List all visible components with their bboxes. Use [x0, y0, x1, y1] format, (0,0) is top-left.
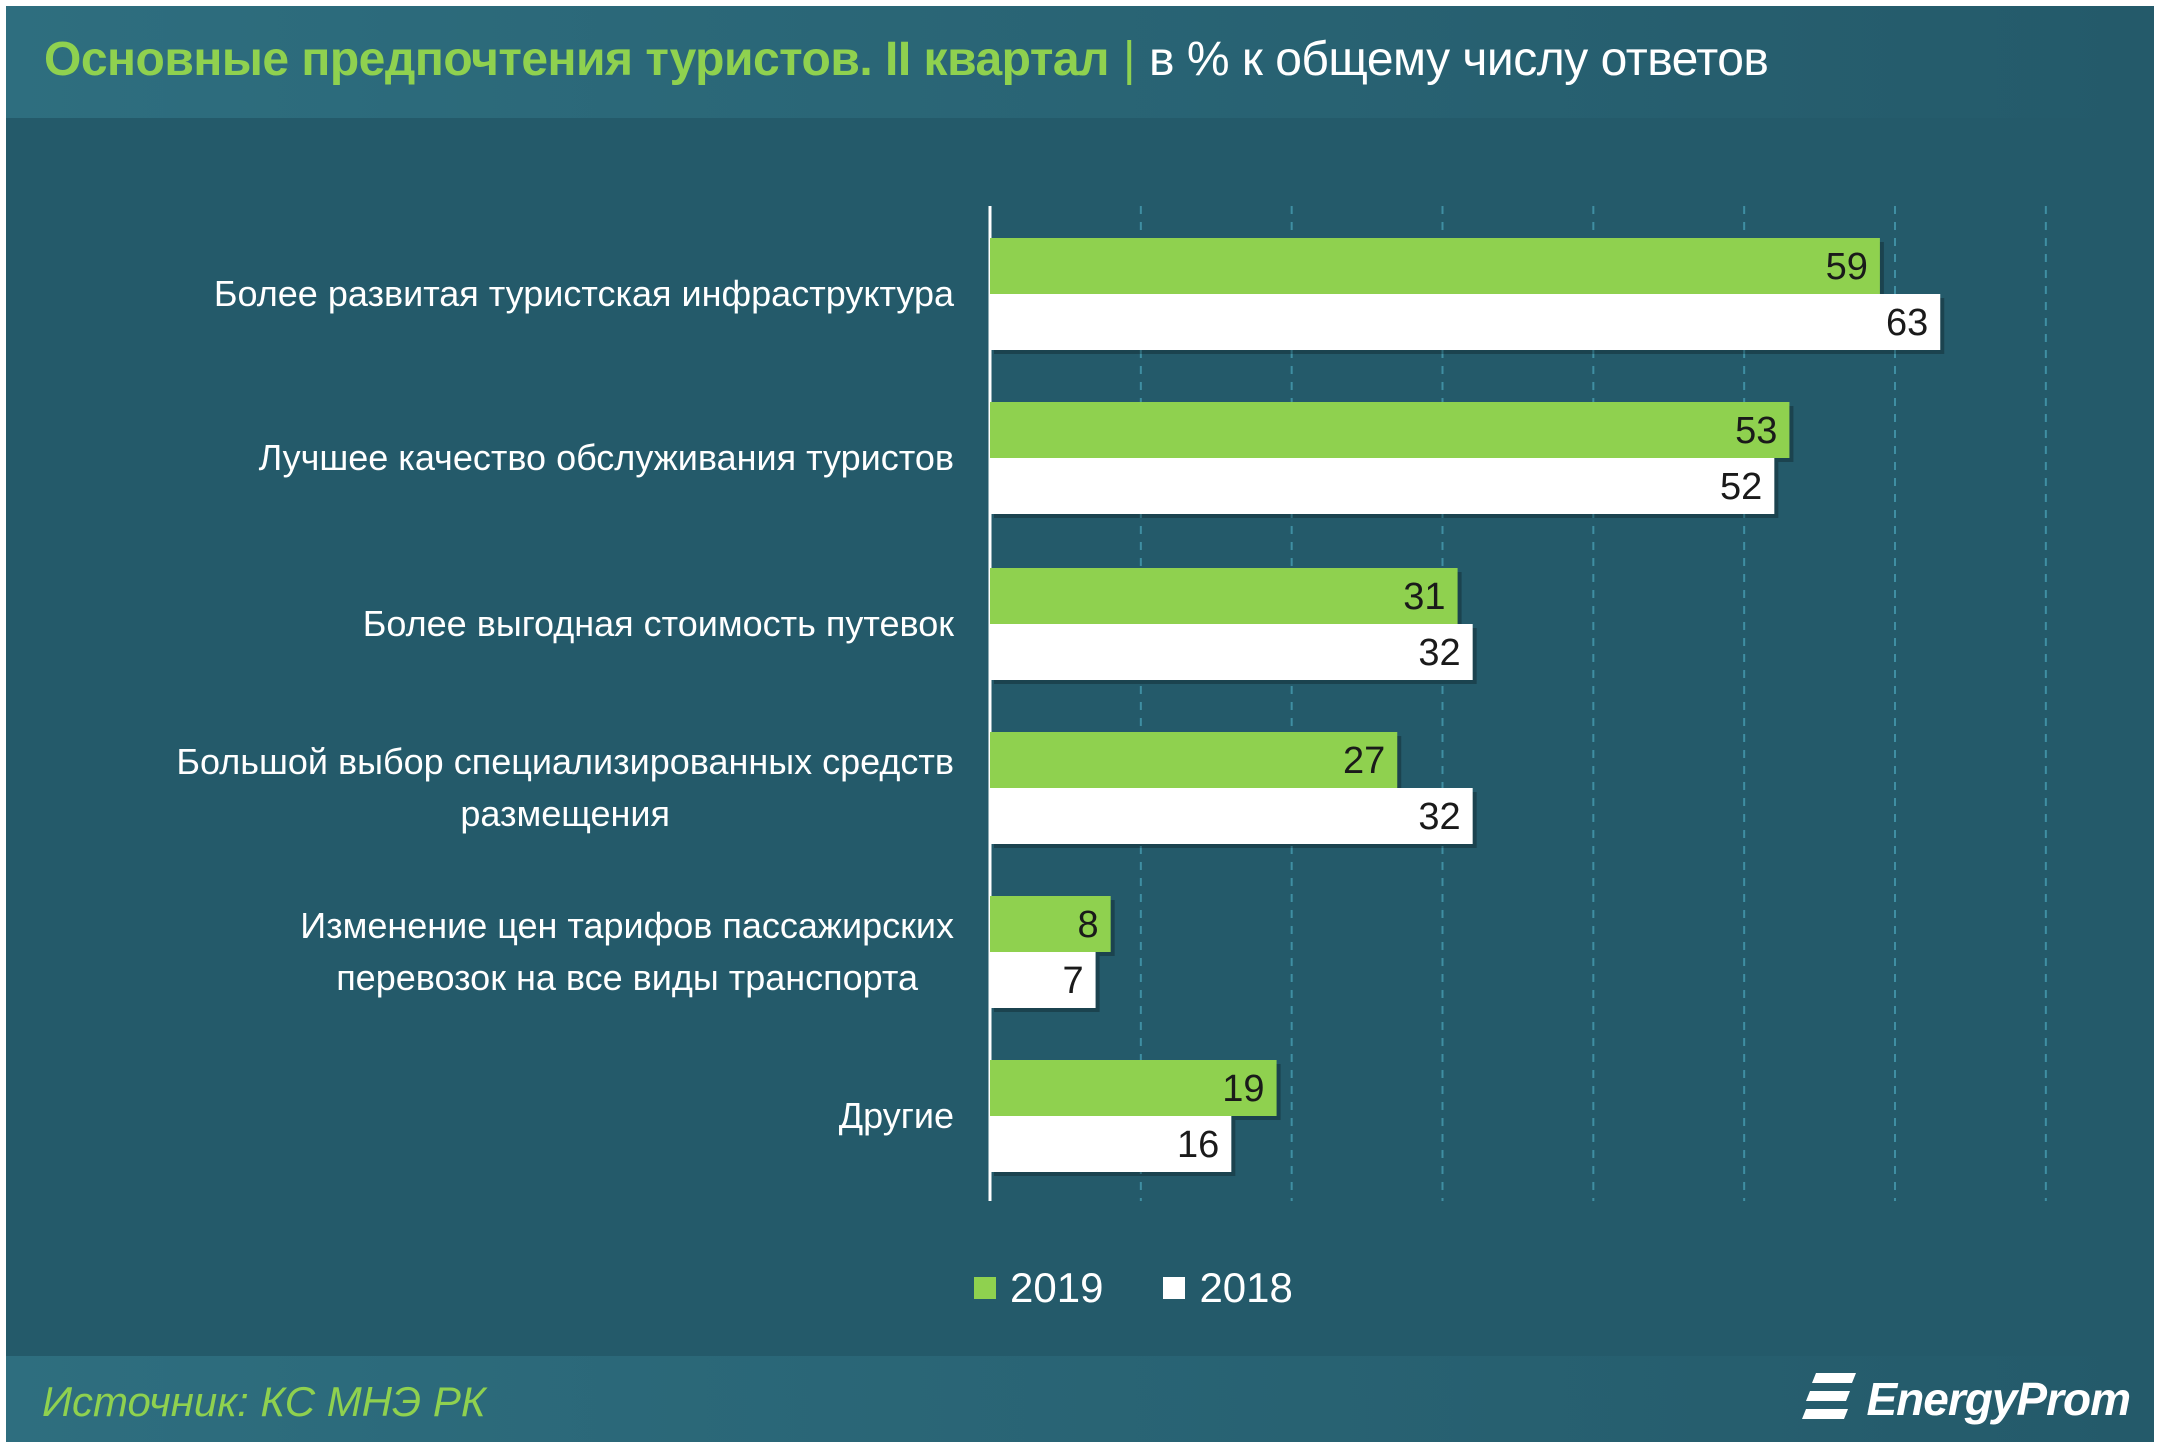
legend-item-2019: 2019: [974, 1264, 1103, 1312]
chart-header: Основные предпочтения туристов. II кварт…: [6, 6, 2154, 118]
bar-2018-4: [990, 952, 1096, 1008]
source-note: Источник: КС МНЭ РК: [42, 1378, 486, 1425]
category-label-4: Изменение цен тарифов пассажирских перево…: [300, 900, 954, 1004]
category-label-2: Более выгодная стоимость путевок: [363, 598, 954, 650]
data-label-2019-0: 59: [1826, 246, 1868, 288]
bar-2019-1: [990, 402, 1790, 458]
bar-2018-1: [990, 458, 1775, 514]
bar-2018-0: [990, 294, 1941, 350]
bar-chart: 59 53 31 27 8 19 63 52 32 32 7 16: [988, 206, 2047, 1201]
bar-2018-5: [990, 1116, 1232, 1172]
data-label-2019-5: 19: [1222, 1068, 1264, 1110]
chart-title: Основные предпочтения туристов. II кварт…: [44, 32, 1769, 87]
bar-2019-4: [990, 896, 1111, 952]
logo-mark-icon: [1802, 1373, 1857, 1419]
title-unit: в % к общему числу ответов: [1149, 33, 1769, 86]
category-label-line: размещения: [460, 793, 671, 834]
bar-2018-3: [990, 788, 1473, 844]
category-label-1: Лучшее качество обслуживания туристов: [259, 432, 954, 484]
legend-label-2019: 2019: [1010, 1264, 1104, 1311]
category-label-line: Лучшее качество обслуживания туристов: [258, 437, 954, 478]
bar-2019-2: [990, 568, 1458, 624]
category-label-line: Более выгодная стоимость путевок: [362, 603, 954, 644]
data-label-2018-4: 7: [1062, 960, 1083, 1002]
data-label-2019-1: 53: [1735, 410, 1777, 452]
legend-label-2018: 2018: [1199, 1264, 1293, 1311]
data-label-2018-2: 32: [1418, 632, 1460, 674]
data-label-2018-0: 63: [1886, 302, 1928, 344]
data-label-2018-5: 16: [1177, 1124, 1219, 1166]
category-label-line: Изменение цен тарифов пассажирских: [300, 905, 954, 946]
category-label-3: Большой выбор специализированных средств…: [176, 736, 954, 840]
legend-swatch-2019: [974, 1277, 996, 1299]
logo-text: EnergyProm: [1866, 1373, 2131, 1425]
category-label-0: Более развитая туристская инфраструктура: [214, 268, 954, 320]
title-main: Основные предпочтения туристов. II кварт…: [44, 33, 1110, 86]
legend-swatch-2018: [1163, 1277, 1186, 1299]
category-label-line: Более развитая туристская инфраструктура: [213, 273, 954, 314]
chart-panel: Основные предпочтения туристов. II кварт…: [6, 6, 2154, 1442]
data-label-2019-3: 27: [1343, 740, 1385, 782]
title-separator: |: [1123, 33, 1135, 86]
category-label-5: Другие: [839, 1090, 954, 1142]
bar-2019-0: [990, 238, 1880, 294]
chart-footer: Источник: КС МНЭ РК EnergyProm: [6, 1356, 2154, 1442]
bar-2018-2: [990, 624, 1473, 680]
bar-2019-5: [990, 1060, 1277, 1116]
legend-item-2018: 2018: [1163, 1264, 1293, 1312]
data-label-2018-3: 32: [1418, 796, 1460, 838]
energyprom-logo: EnergyProm: [1802, 1368, 2131, 1430]
data-label-2019-4: 8: [1078, 904, 1099, 946]
category-label-line: Другие: [838, 1095, 954, 1136]
legend: 2019 2018: [974, 1264, 1353, 1312]
bar-2019-3: [990, 732, 1398, 788]
data-label-2018-1: 52: [1720, 466, 1762, 508]
category-label-line: перевозок на все виды транспорта: [336, 957, 918, 998]
category-label-line: Большой выбор специализированных средств: [176, 741, 954, 782]
data-label-2019-2: 31: [1403, 576, 1445, 618]
